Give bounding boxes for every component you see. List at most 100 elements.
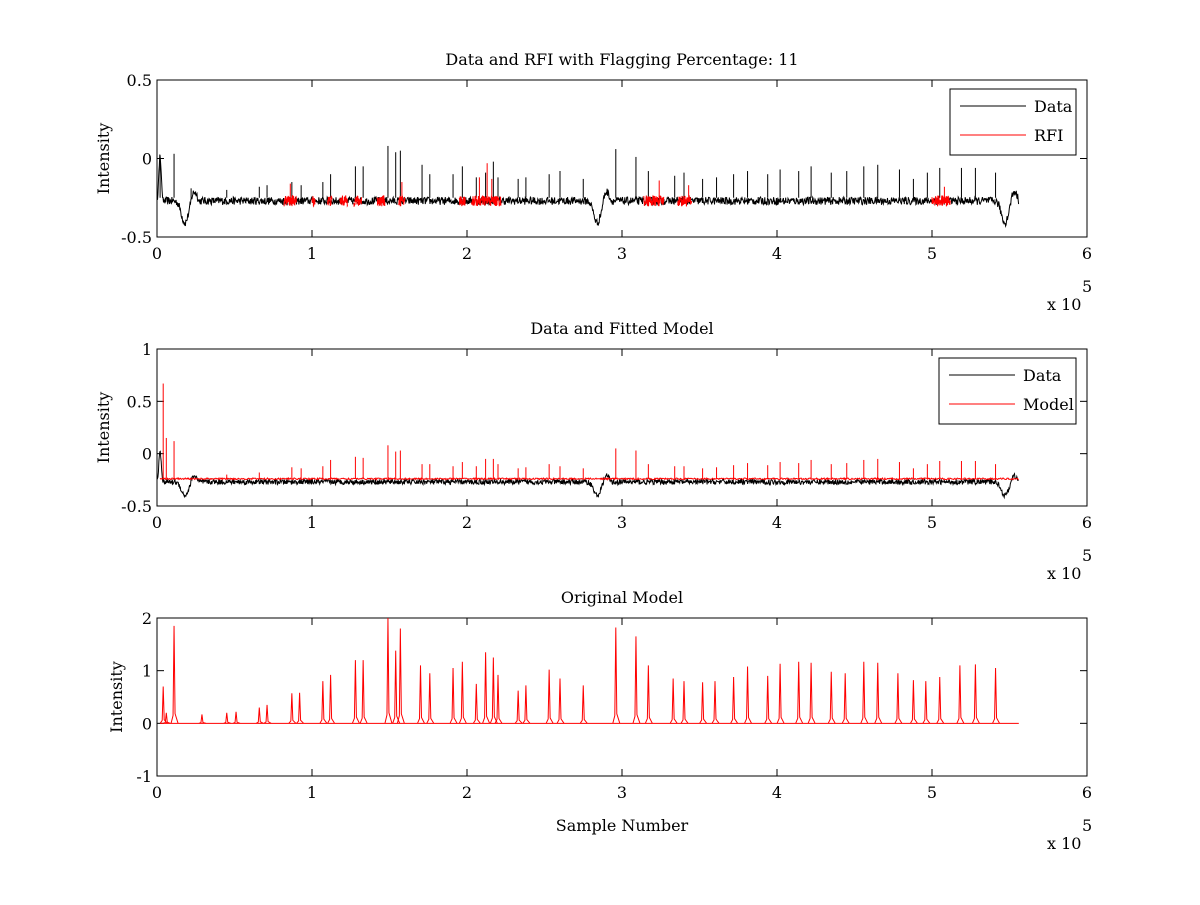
x-exponent-label: x 10	[1047, 834, 1081, 853]
model-spike	[327, 674, 336, 724]
rfi-segment	[353, 195, 362, 207]
data-trace	[157, 450, 1019, 500]
legend-box	[938, 357, 1077, 425]
model-spike	[319, 681, 328, 724]
model-spike	[612, 627, 621, 724]
plot-area	[159, 618, 1019, 724]
x-tick-label: 1	[307, 783, 317, 802]
x-exponent-power: 5	[1082, 816, 1092, 835]
x-tick-label: 2	[462, 783, 472, 802]
y-tick-label: 1	[142, 662, 152, 681]
model-spike	[170, 625, 179, 724]
model-spike	[744, 666, 752, 724]
model-spike	[579, 685, 588, 724]
model-spike	[482, 652, 491, 724]
x-tick-label: 4	[772, 513, 782, 532]
model-spike	[730, 676, 739, 724]
chart-title: Data and Fitted Model	[530, 319, 713, 338]
model-spike	[489, 657, 498, 724]
axes-box	[156, 617, 1088, 777]
x-tick-label: 3	[617, 513, 627, 532]
legend: Data RFI	[949, 88, 1077, 156]
x-tick-label: 5	[927, 513, 937, 532]
model-spike	[776, 663, 785, 724]
y-tick-label: -0.5	[121, 497, 152, 516]
x-exponent-label: x 10	[1047, 295, 1081, 314]
model-spike	[922, 681, 931, 724]
x-tick-label: 0	[152, 513, 162, 532]
model-spike	[860, 661, 869, 724]
plot-area	[157, 145, 1020, 229]
model-trace	[159, 476, 1019, 481]
chart-title: Data and RFI with Flagging Percentage: 1…	[445, 50, 798, 69]
model-spike	[426, 673, 435, 724]
model-spike	[396, 628, 405, 724]
model-spike	[223, 712, 231, 724]
model-spike	[894, 673, 903, 724]
model-spike	[680, 681, 689, 724]
model-spike	[198, 714, 207, 724]
model-spike	[263, 704, 272, 724]
x-tick-label: 0	[152, 783, 162, 802]
x-tick-label: 2	[462, 244, 472, 263]
x-tick-label: 1	[307, 244, 317, 263]
chart-title: Original Model	[561, 588, 683, 607]
model-spike	[163, 712, 171, 724]
y-tick-label: 1	[142, 340, 152, 359]
x-tick-label: 3	[617, 244, 627, 263]
model-spike	[971, 664, 980, 724]
model-spike	[644, 665, 653, 724]
model-spike	[556, 678, 565, 724]
x-tick-label: 5	[927, 783, 937, 802]
rfi-segment	[643, 194, 665, 207]
x-exponent-power: 5	[1082, 277, 1092, 296]
model-spike	[874, 662, 883, 724]
model-spike	[632, 636, 641, 724]
model-spike	[288, 693, 297, 724]
y-tick-label: 0	[142, 714, 152, 733]
legend-box	[949, 88, 1077, 156]
y-tick-label: 0	[142, 150, 152, 169]
model-spike	[392, 650, 401, 724]
model-spike	[296, 692, 304, 724]
x-tick-label: 0	[152, 244, 162, 263]
x-exponent-label: x 10	[1047, 564, 1081, 583]
legend-label-rfi: RFI	[1034, 126, 1063, 145]
legend-label-data: Data	[1034, 97, 1073, 116]
model-spike	[514, 690, 523, 724]
model-spike	[458, 661, 467, 724]
model-spike	[494, 674, 503, 724]
rfi-segment	[471, 195, 502, 207]
x-exponent-power: 5	[1082, 546, 1092, 565]
model-spike	[807, 662, 816, 724]
model-spike	[472, 683, 481, 724]
rfi-segment	[458, 196, 466, 207]
model-spike	[841, 673, 850, 724]
model-spike	[384, 618, 393, 724]
x-tick-label: 1	[307, 513, 317, 532]
model-spike	[449, 668, 458, 724]
legend-label-model: Model	[1023, 395, 1074, 414]
y-tick-label: -0.5	[121, 228, 152, 247]
rfi-segment	[931, 195, 951, 207]
model-spike	[545, 669, 554, 724]
legend: Data Model	[938, 357, 1077, 425]
x-tick-label: 6	[1082, 783, 1092, 802]
model-spike	[909, 680, 918, 724]
model-spike	[711, 681, 720, 724]
x-tick-label: 3	[617, 783, 627, 802]
legend-label-data: Data	[1023, 366, 1062, 385]
rfi-segment	[311, 196, 316, 208]
y-tick-label: 0.5	[127, 71, 152, 90]
rfi-segment	[677, 195, 692, 207]
model-spike	[795, 661, 804, 724]
model-spike	[417, 665, 425, 724]
y-tick-label: 0.5	[127, 392, 152, 411]
y-tick-label: -1	[136, 767, 152, 786]
x-tick-label: 4	[772, 783, 782, 802]
model-spike	[699, 682, 708, 724]
model-spike	[827, 671, 836, 724]
